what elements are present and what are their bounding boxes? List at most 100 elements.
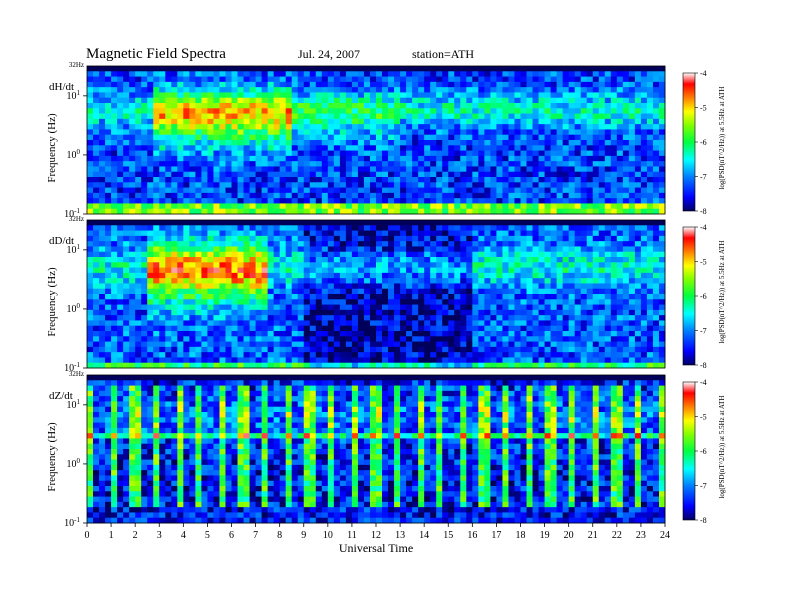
- heatmap-cell: [279, 346, 287, 353]
- heatmap-cell: [357, 230, 365, 237]
- colorbar-tick-label: -6: [700, 138, 707, 147]
- heatmap-cell: [309, 299, 317, 305]
- heatmap-cell: [177, 362, 184, 369]
- heatmap-cell: [394, 262, 401, 268]
- heatmap-cell: [418, 304, 425, 311]
- heatmap-cell: [508, 288, 515, 295]
- heatmap-cell: [538, 346, 545, 353]
- heatmap-cell: [333, 246, 341, 253]
- heatmap-cell: [153, 108, 160, 114]
- heatmap-cell: [460, 145, 467, 151]
- heatmap-cell: [315, 225, 323, 231]
- heatmap-cell: [598, 118, 606, 125]
- heatmap-cell: [225, 299, 232, 305]
- heatmap-cell: [418, 187, 425, 194]
- heatmap-cell: [87, 113, 94, 120]
- heatmap-cell: [490, 309, 497, 316]
- heatmap-cell: [249, 315, 256, 321]
- heatmap-cell: [339, 71, 347, 77]
- heatmap-cell: [339, 331, 347, 337]
- heatmap-cell: [171, 97, 178, 104]
- heatmap-cell: [436, 76, 443, 83]
- heatmap-cell: [177, 267, 184, 274]
- heatmap-cell: [634, 118, 642, 125]
- heatmap-cell: [177, 187, 184, 194]
- heatmap-cell: [448, 87, 455, 93]
- heatmap-cell: [135, 66, 142, 72]
- heatmap-cell: [526, 203, 533, 210]
- heatmap-cell: [111, 129, 118, 136]
- heatmap-cell: [382, 155, 389, 162]
- heatmap-cell: [424, 325, 431, 332]
- heatmap-cell: [291, 166, 299, 173]
- heatmap-cell: [315, 118, 323, 125]
- heatmap-cell: [586, 113, 594, 120]
- heatmap-cell: [99, 246, 106, 253]
- heatmap-cell: [556, 87, 564, 93]
- heatmap-cell: [448, 155, 455, 162]
- heatmap-cell: [514, 235, 521, 242]
- heatmap-cell: [159, 192, 166, 199]
- heatmap-cell: [418, 257, 425, 263]
- heatmap-cell: [472, 225, 479, 231]
- heatmap-cell: [532, 220, 539, 226]
- heatmap-cell: [111, 251, 118, 258]
- heatmap-cell: [400, 198, 407, 204]
- heatmap-cell: [448, 336, 455, 342]
- heatmap-cell: [490, 225, 497, 231]
- heatmap-cell: [213, 198, 220, 204]
- heatmap-cell: [249, 113, 256, 120]
- heatmap-cell: [291, 192, 299, 199]
- heatmap-cell: [237, 187, 244, 194]
- heatmap-cell: [267, 246, 275, 253]
- heatmap-cell: [333, 299, 341, 305]
- heatmap-cell: [448, 278, 455, 284]
- heatmap-cell: [189, 336, 196, 342]
- heatmap-cell: [171, 315, 178, 321]
- heatmap-cell: [87, 71, 94, 77]
- heatmap-cell: [562, 299, 570, 305]
- heatmap-cell: [153, 192, 160, 199]
- heatmap-cell: [177, 129, 184, 136]
- heatmap-cell: [544, 192, 551, 199]
- heatmap-cell: [291, 278, 299, 284]
- heatmap-cell: [424, 235, 431, 242]
- heatmap-cell: [255, 246, 262, 253]
- heatmap-cell: [291, 220, 299, 226]
- heatmap-cell: [406, 66, 413, 72]
- heatmap-cell: [327, 140, 335, 146]
- heatmap-cell: [538, 267, 545, 274]
- heatmap-cell: [369, 171, 377, 178]
- heatmap-cell: [135, 294, 142, 300]
- heatmap-cell: [333, 161, 341, 167]
- heatmap-cell: [333, 182, 341, 188]
- heatmap-cell: [165, 283, 172, 290]
- heatmap-cell: [550, 225, 558, 231]
- heatmap-cell: [466, 108, 473, 114]
- heatmap-cell: [135, 230, 142, 237]
- heatmap-cell: [159, 71, 166, 77]
- heatmap-cell: [87, 235, 94, 242]
- heatmap-cell: [520, 118, 527, 125]
- heatmap-cell: [273, 341, 281, 348]
- heatmap-cell: [327, 113, 335, 120]
- heatmap-cell: [189, 246, 196, 253]
- heatmap-cell: [502, 241, 509, 247]
- heatmap-cell: [195, 331, 202, 337]
- heatmap-cell: [321, 155, 329, 162]
- heatmap-cell: [279, 309, 287, 316]
- heatmap-cell: [291, 97, 299, 104]
- heatmap-cell: [520, 346, 527, 353]
- heatmap-cell: [291, 140, 299, 146]
- heatmap-cell: [424, 220, 431, 226]
- heatmap-cell: [87, 182, 94, 188]
- heatmap-cell: [490, 140, 497, 146]
- heatmap-cell: [442, 325, 449, 332]
- heatmap-cell: [135, 87, 142, 93]
- heatmap-cell: [448, 341, 455, 348]
- heatmap-cell: [267, 134, 275, 141]
- heatmap-cell: [388, 278, 395, 284]
- heatmap-cell: [460, 309, 467, 316]
- heatmap-cell: [207, 267, 214, 274]
- heatmap-cell: [303, 309, 311, 316]
